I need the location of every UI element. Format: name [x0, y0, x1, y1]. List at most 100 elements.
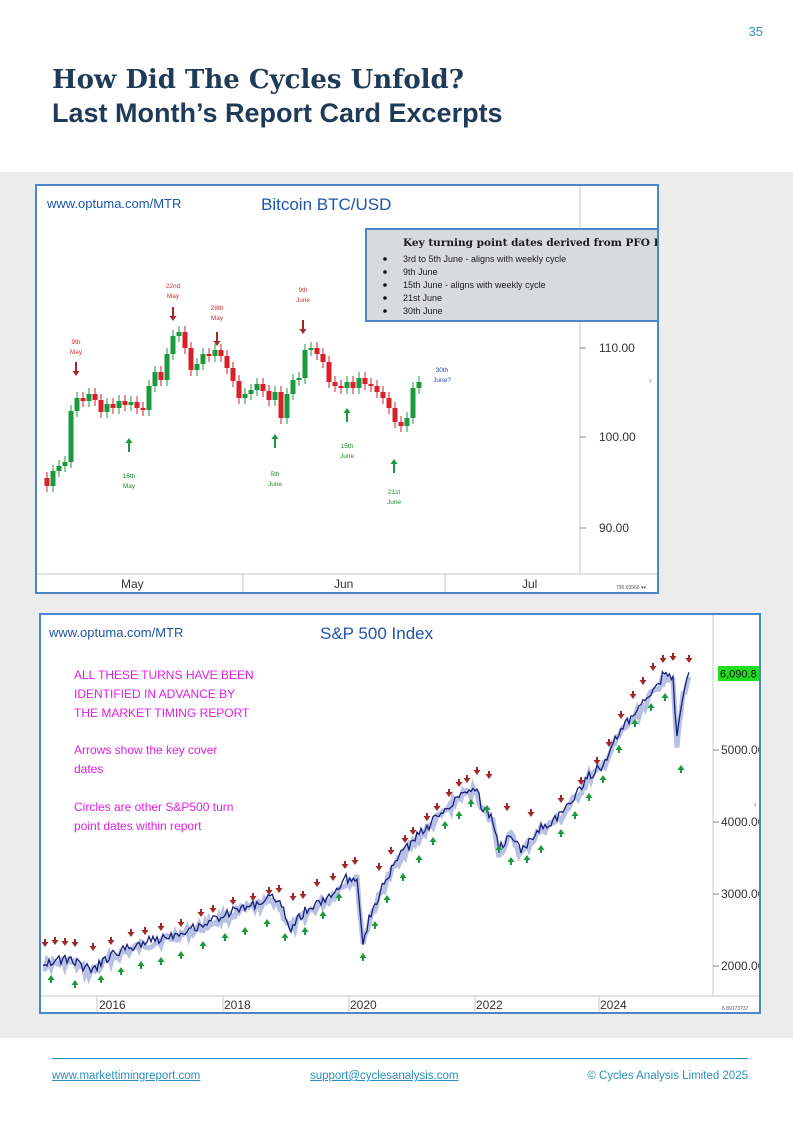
spx-up-arrow-icon — [571, 811, 579, 819]
spx-down-arrow-icon — [593, 757, 601, 765]
btc-candle — [380, 386, 386, 404]
btc-candle — [290, 374, 296, 400]
btc-candle — [98, 394, 104, 418]
btc-candle — [146, 380, 152, 416]
spx-up-arrow-icon — [177, 951, 185, 959]
spx-note-line: point dates within report — [74, 819, 202, 833]
spx-down-arrow-icon — [455, 779, 463, 787]
btc-candle — [194, 358, 200, 376]
btc-candle — [230, 362, 236, 387]
spx-down-arrow-icon — [329, 873, 337, 881]
spx-x-tick: 2020 — [350, 998, 377, 1012]
btc-annotation-top: May — [211, 315, 224, 322]
btc-candle — [170, 330, 176, 360]
spx-notes: ALL THESE TURNS HAVE BEEN IDENTIFIED IN … — [74, 668, 254, 833]
btc-candle — [308, 342, 314, 356]
spx-down-arrow-icon — [299, 891, 307, 899]
spx-up-arrow-icon — [137, 961, 145, 969]
btc-annotation-top: 9th — [71, 339, 80, 346]
spx-down-arrow-icon — [107, 937, 115, 945]
btc-annotation-bottom: June — [340, 453, 354, 460]
btc-candle — [86, 388, 92, 407]
btc-down-arrow-icon — [169, 307, 177, 321]
btc-y-tick: 90.00 — [599, 521, 629, 535]
btc-y-tick: 100.00 — [599, 430, 636, 444]
btc-annotation-bottom: 16th — [123, 473, 136, 480]
spx-up-arrow-icon — [599, 775, 607, 783]
btc-info-item: 21st June — [403, 293, 442, 303]
spx-down-arrow-icon — [89, 943, 97, 951]
spx-up-arrow-icon — [241, 927, 249, 935]
btc-candle — [224, 350, 230, 374]
spx-down-arrow-icon — [177, 919, 185, 927]
spx-scroll-chevron-icon[interactable]: ‹ — [754, 800, 757, 809]
page-title: How Did The Cycles Unfold? — [52, 65, 464, 95]
btc-candle — [326, 356, 332, 388]
spx-up-arrow-icon — [263, 919, 271, 927]
btc-candle — [284, 388, 290, 424]
spx-note-line: IDENTIFIED IN ADVANCE BY — [74, 687, 235, 701]
btc-candle — [266, 385, 272, 406]
footer-website-link[interactable]: www.markettimingreport.com — [52, 1070, 201, 1082]
btc-info-item: 3rd to 5th June - aligns with weekly cyc… — [403, 254, 566, 264]
btc-candle — [356, 372, 362, 394]
btc-scroll-chevron-icon[interactable]: ‹ — [649, 376, 652, 385]
spx-down-arrow-icon — [639, 677, 647, 685]
spx-up-arrow-icon — [661, 693, 669, 701]
spx-x-tick: 2024 — [600, 998, 627, 1012]
spx-down-arrow-icon — [51, 937, 59, 945]
btc-candle — [278, 386, 284, 424]
btc-candle — [188, 342, 194, 376]
spx-down-arrow-icon — [289, 893, 297, 901]
btc-x-tick: Jul — [522, 577, 537, 591]
spx-up-arrow-icon — [97, 975, 105, 983]
btc-down-arrow-icon — [213, 332, 221, 346]
spx-up-arrow-icon — [371, 921, 379, 929]
btc-annotation-future: June? — [433, 377, 451, 384]
spx-down-arrow-icon — [669, 653, 677, 661]
spx-down-arrow-icon — [249, 893, 257, 901]
spx-y-tick: 3000.00 — [721, 887, 759, 901]
spx-last-price-badge — [718, 666, 759, 681]
spx-note-line: dates — [74, 762, 103, 776]
page-number: 35 — [748, 24, 763, 39]
spx-down-arrow-icon — [375, 863, 383, 871]
spx-down-arrow-icon — [433, 803, 441, 811]
spx-x-tick: 2016 — [99, 998, 126, 1012]
spx-up-arrow-icon — [383, 895, 391, 903]
spx-down-arrow-icon — [265, 887, 273, 895]
btc-candle — [374, 380, 380, 398]
btc-candle — [248, 384, 254, 400]
bitcoin-chart: www.optuma.com/MTR Bitcoin BTC/USD 110.0… — [37, 186, 657, 592]
btc-candle — [344, 376, 350, 394]
spx-down-arrow-icon — [209, 905, 217, 913]
spx-down-arrow-icon — [197, 909, 205, 917]
spx-down-arrow-icon — [463, 775, 471, 783]
spx-up-arrow-icon — [359, 953, 367, 961]
spx-price-line — [42, 670, 690, 975]
btc-up-arrow-icon — [343, 408, 351, 422]
spx-down-arrow-icon — [617, 711, 625, 719]
spx-down-arrow-icon — [659, 655, 667, 663]
spx-down-arrow-icon — [577, 777, 585, 785]
spx-down-arrow-icon — [503, 803, 511, 811]
btc-candle — [242, 388, 248, 404]
spx-up-arrow-icon — [537, 845, 545, 853]
spx-up-arrow-icon — [647, 703, 655, 711]
btc-candle — [218, 344, 224, 362]
btc-candle — [44, 472, 50, 492]
spx-up-arrow-icon — [523, 855, 531, 863]
spx-down-arrow-icon — [341, 861, 349, 869]
btc-annotation-bottom: June — [268, 481, 282, 488]
btc-candle — [110, 398, 116, 414]
spx-y-tick: 2000.00 — [721, 959, 759, 973]
footer-divider — [52, 1058, 748, 1059]
btc-candle — [152, 366, 158, 392]
btc-info-item: 15th June - aligns with weekly cycle — [403, 280, 546, 290]
btc-candle — [332, 376, 338, 392]
btc-up-arrow-icon — [271, 434, 279, 448]
btc-info-box: Key turning point dates derived from PFO… — [365, 228, 657, 322]
spx-down-arrow-icon — [485, 771, 493, 779]
btc-candle — [386, 392, 392, 414]
footer-email-link[interactable]: support@cyclesanalysis.com — [310, 1070, 459, 1082]
